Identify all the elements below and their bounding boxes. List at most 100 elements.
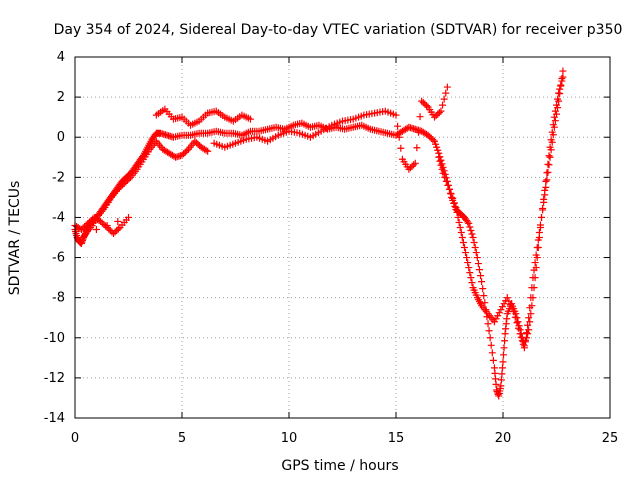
data-point [82,221,90,229]
grid [75,57,610,418]
data-point [472,249,480,257]
data-point [446,185,453,193]
data-point [490,318,498,326]
data-point [421,100,429,108]
data-point [442,89,450,97]
data-point [551,107,559,115]
data-point [486,334,494,342]
data-point [492,315,500,323]
data-point [503,294,511,302]
y-tick-label: 0 [57,130,65,145]
x-tick-labels: 0 5 10 15 20 25 [71,431,618,446]
data-point [534,236,542,244]
data-point [123,176,131,184]
data-point [505,297,513,305]
data-point [475,266,483,274]
data-point [125,175,133,183]
plot-frame [74,56,611,419]
data-point [526,318,534,326]
data-point [447,190,455,198]
data-point [395,133,403,141]
data-point [180,150,188,158]
data-point [467,274,475,282]
data-point [539,206,547,214]
data-point [499,358,507,366]
data-point [411,159,419,167]
data-marks [71,67,567,400]
data-point [100,220,108,228]
data-point [439,169,447,177]
data-point [437,107,445,115]
data-point [433,143,441,151]
data-point [514,318,522,326]
data-point [545,161,553,169]
data-point [538,213,546,221]
data-point [424,131,432,139]
y-tick-label: -4 [52,210,65,225]
data-point [452,203,460,211]
data-point [202,146,210,154]
data-point [526,304,534,312]
data-point [191,137,199,145]
data-point [535,228,543,236]
data-point [477,272,485,280]
data-point [556,90,564,98]
x-tick-label: 20 [495,431,512,446]
data-point [465,264,473,272]
data-point [114,185,122,193]
data-point [178,151,186,159]
data-point [471,244,479,252]
data-point [528,284,536,292]
data-point [551,117,559,125]
data-point [480,292,488,300]
data-point [494,312,502,320]
data-point [406,164,414,172]
x-tick-label: 15 [388,431,405,446]
data-point [542,177,550,185]
data-point [422,102,430,110]
data-point [470,239,478,247]
y-axis-label: SDTVAR / TECUs [7,181,23,296]
data-point [460,244,468,252]
data-point [498,370,506,378]
data-point [444,181,452,189]
data-point [500,351,508,359]
data-point [498,303,506,311]
data-point [497,376,505,384]
data-point [519,340,527,348]
data-point [85,218,93,226]
data-point [540,198,548,206]
data-point [414,128,422,136]
data-point [103,221,111,229]
data-point [418,97,426,105]
data-point [106,226,114,234]
data-point [510,308,518,316]
data-point [498,364,506,372]
x-axis-label: GPS time / hours [281,458,398,474]
data-point [554,104,562,112]
data-point [547,146,555,154]
data-point [524,330,532,338]
data-point [488,349,496,357]
data-point [531,259,539,267]
data-point [432,140,440,148]
data-point [515,324,523,332]
data-point [459,239,467,247]
data-point [557,82,565,90]
data-point [506,301,514,309]
data-point [559,73,567,81]
data-point [120,179,128,187]
data-point [413,144,421,152]
data-point [546,153,554,161]
data-point [204,147,212,155]
data-point [114,217,122,225]
data-point [115,184,123,192]
data-point [432,112,440,120]
data-point [440,95,448,103]
data-point [469,234,477,241]
data-point [110,229,118,237]
data-point [544,168,552,176]
data-point [463,254,471,262]
data-point [456,223,464,231]
data-point [410,161,418,169]
